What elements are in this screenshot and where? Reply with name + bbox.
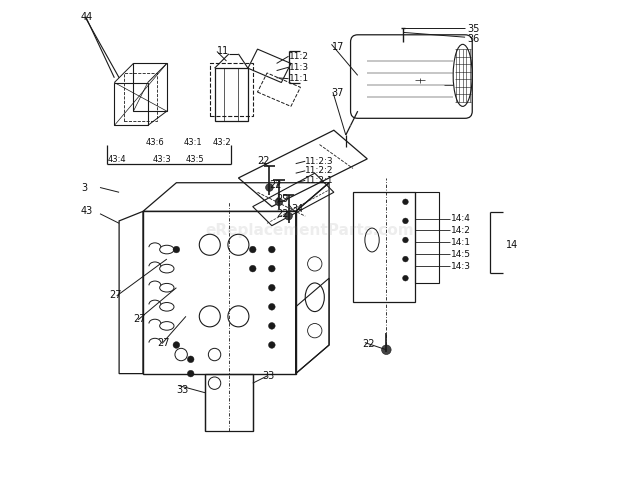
Circle shape: [268, 284, 275, 291]
Text: 27: 27: [110, 290, 122, 300]
Circle shape: [249, 265, 256, 272]
Text: 3: 3: [81, 182, 87, 192]
Circle shape: [173, 246, 180, 253]
Text: 11:2:1: 11:2:1: [305, 176, 334, 185]
Text: 14:5: 14:5: [451, 250, 471, 259]
Text: 14:4: 14:4: [451, 214, 471, 223]
Text: 14:3: 14:3: [451, 262, 471, 271]
Circle shape: [249, 246, 256, 253]
Text: 22: 22: [270, 180, 282, 190]
Text: 37: 37: [332, 88, 344, 98]
Circle shape: [265, 184, 273, 192]
Text: 43:1: 43:1: [184, 138, 202, 147]
Circle shape: [402, 199, 409, 204]
Text: 43:2: 43:2: [212, 138, 231, 147]
Text: 14:2: 14:2: [451, 226, 471, 235]
Text: 43:3: 43:3: [153, 156, 171, 164]
Text: 11:2: 11:2: [288, 52, 309, 61]
Text: 33: 33: [176, 385, 188, 396]
Circle shape: [268, 323, 275, 329]
Text: 29: 29: [277, 194, 289, 204]
Text: 11:2:2: 11:2:2: [305, 166, 334, 175]
Circle shape: [402, 256, 409, 262]
Circle shape: [402, 218, 409, 224]
Text: 22: 22: [277, 209, 289, 219]
Circle shape: [275, 198, 283, 205]
Text: 43:5: 43:5: [186, 156, 205, 164]
Text: eReplacementParts.com: eReplacementParts.com: [206, 223, 414, 238]
Circle shape: [402, 237, 409, 243]
Circle shape: [187, 356, 194, 363]
Text: 11:2:3: 11:2:3: [305, 157, 334, 166]
Text: 36: 36: [467, 34, 480, 44]
Text: 34: 34: [291, 204, 303, 214]
Text: 43:6: 43:6: [145, 138, 164, 147]
Text: 35: 35: [467, 24, 480, 34]
Circle shape: [381, 345, 391, 355]
Text: 11: 11: [217, 46, 229, 56]
Circle shape: [268, 342, 275, 348]
Text: 14: 14: [506, 240, 518, 250]
Text: 11:1: 11:1: [288, 74, 309, 83]
Text: 43:4: 43:4: [107, 156, 126, 164]
Circle shape: [402, 276, 409, 281]
Text: 17: 17: [332, 42, 344, 52]
Text: 33: 33: [262, 371, 275, 381]
Circle shape: [187, 370, 194, 377]
Circle shape: [268, 303, 275, 310]
Circle shape: [285, 212, 293, 220]
Text: 27: 27: [157, 337, 170, 348]
Text: 22: 22: [257, 156, 270, 166]
Text: 44: 44: [81, 12, 93, 22]
Text: 11:3: 11:3: [288, 63, 309, 72]
Circle shape: [268, 265, 275, 272]
Text: 43: 43: [81, 206, 93, 216]
Circle shape: [173, 342, 180, 348]
Text: 14:1: 14:1: [451, 238, 471, 247]
Text: 27: 27: [133, 314, 146, 324]
Text: 22: 22: [363, 339, 375, 349]
Circle shape: [268, 246, 275, 253]
